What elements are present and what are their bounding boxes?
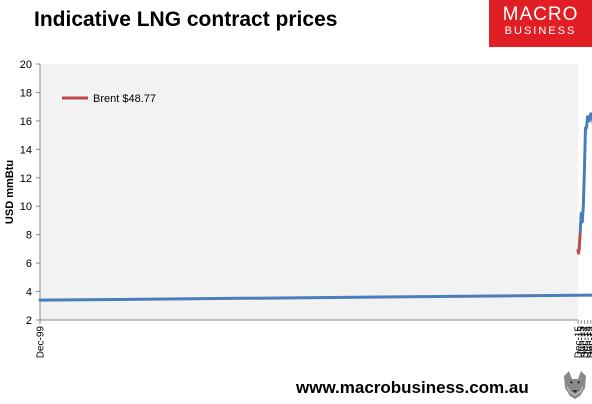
y-tick-label: 14	[20, 144, 32, 156]
y-axis-label: USD mmBtu	[4, 160, 16, 224]
x-tick-label: Dec-14	[580, 326, 591, 359]
x-tick-label: Jun-14	[583, 326, 592, 357]
plot-area	[40, 64, 578, 320]
y-tick-label: 20	[20, 59, 32, 71]
logo-line1: MACRO	[502, 4, 579, 25]
y-tick-label: 18	[20, 87, 32, 99]
y-tick-label: 12	[20, 173, 32, 185]
chart-title: Indicative LNG contract prices	[34, 8, 338, 31]
macrobusiness-logo[interactable]: MACRO BUSINESS	[489, 0, 592, 47]
y-tick-label: 16	[20, 116, 32, 128]
wolf-logo-icon	[558, 368, 592, 402]
y-tick-label: 6	[26, 258, 32, 270]
website-url[interactable]: www.macrobusiness.com.au	[296, 378, 529, 397]
x-tick-label: Dec-13	[586, 326, 592, 359]
legend-label-brent: Brent $48.77	[93, 93, 156, 105]
y-tick-label: 2	[26, 315, 32, 327]
x-tick-label: Jun-13	[590, 326, 592, 357]
y-tick-label: 4	[26, 287, 32, 299]
y-tick-label: 8	[26, 230, 32, 242]
brent-implied-line	[576, 233, 582, 255]
y-tick-label: 10	[20, 201, 32, 213]
x-tick-label: Jun-15	[577, 326, 588, 357]
logo-line2: BUSINESS	[504, 25, 577, 37]
x-tick-label: Dec-99	[36, 326, 47, 359]
x-tick-label: Dec-15	[574, 326, 585, 359]
